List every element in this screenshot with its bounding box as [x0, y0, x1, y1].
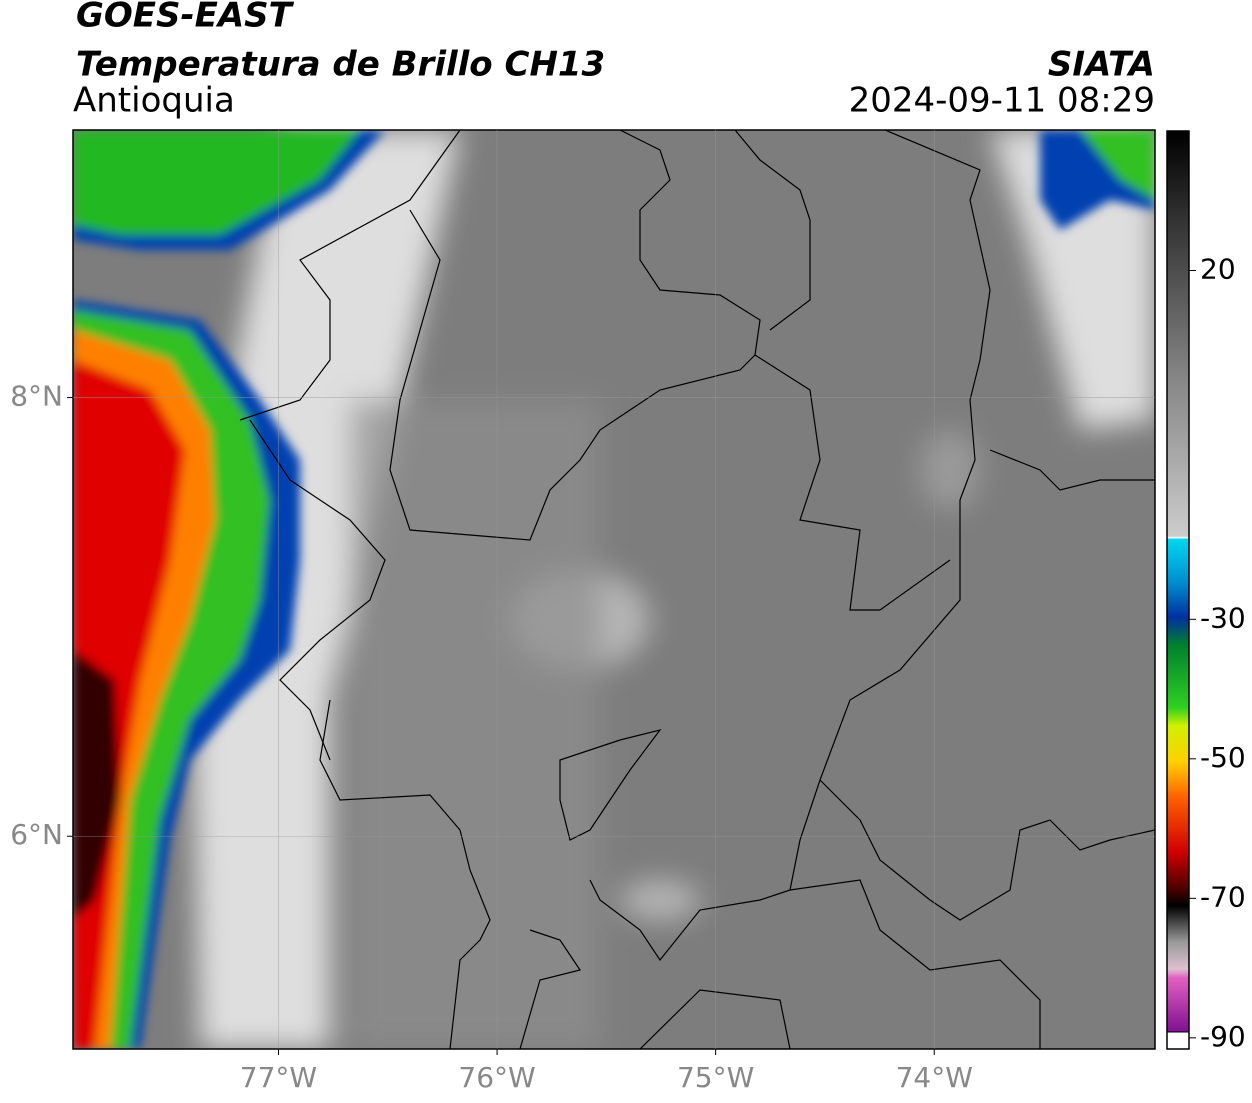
borders — [239, 130, 1155, 1049]
satellite: GOES-EAST — [76, 0, 295, 36]
product: Temperatura de Brillo CH13 — [76, 45, 605, 85]
colorbar-tick-label: -90 — [1200, 1020, 1246, 1053]
source: SIATA — [1048, 45, 1155, 85]
x-tick-label: 75°W — [677, 1061, 754, 1094]
x-tick-label: 76°W — [458, 1061, 535, 1094]
map-frame — [72, 129, 1156, 1050]
colorbar-frame — [1166, 130, 1190, 1050]
colorbar-tick-label: 20 — [1200, 253, 1236, 286]
y-tick-label: 8°N — [10, 380, 63, 413]
colorbar-tick-label: -70 — [1200, 880, 1246, 913]
imagery — [73, 130, 1155, 1049]
region: Antioquia — [73, 81, 235, 121]
datetime: 2024-09-11 08:29 — [849, 81, 1155, 121]
colorbar-tick-label: -30 — [1200, 601, 1246, 634]
x-tick-label: 74°W — [896, 1061, 973, 1094]
y-tick-label: 6°N — [10, 818, 63, 851]
colorbar-extend — [1166, 1031, 1190, 1050]
colorbar — [1167, 131, 1189, 1032]
x-tick-label: 77°W — [240, 1061, 317, 1094]
colorbar-tick-label: -50 — [1200, 741, 1246, 774]
